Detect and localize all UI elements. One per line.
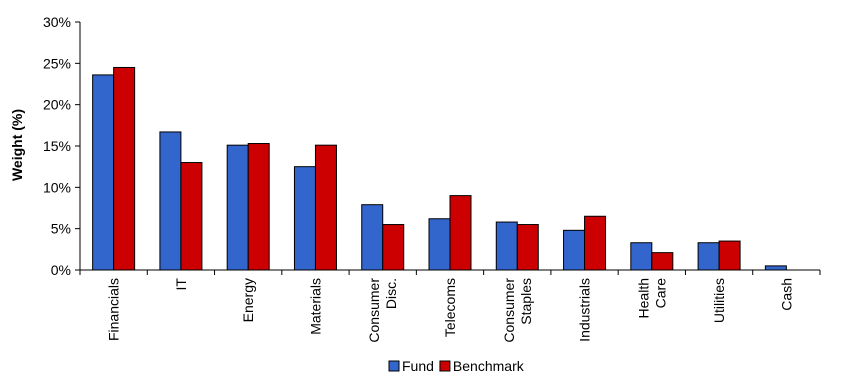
x-category-label: HealthCare [635, 278, 668, 319]
x-category-label: Industrials [577, 278, 593, 342]
legend-swatch-benchmark [439, 360, 451, 372]
x-category-label: Financials [106, 278, 122, 341]
bar-fund [563, 229, 586, 271]
x-axis: Financials IT Energy Materials ConsumerDisc.… [79, 269, 821, 343]
x-category-label: Telecoms [442, 278, 458, 337]
y-tick-label: 25% [43, 55, 71, 71]
bar-fund [630, 242, 653, 271]
y-tick-label: 0% [51, 262, 71, 278]
bar-benchmark [180, 162, 203, 271]
bar-benchmark [314, 144, 337, 271]
y-tick-label: 15% [43, 138, 71, 154]
bar-fund [764, 265, 787, 271]
bar-fund [428, 218, 451, 271]
bar-benchmark [584, 215, 607, 271]
legend-label-fund: Fund [402, 358, 434, 374]
y-tick-label: 5% [51, 221, 71, 237]
bar-fund [361, 204, 384, 271]
bar-fund [293, 166, 316, 271]
legend-label-benchmark: Benchmark [453, 358, 525, 374]
legend-swatch-fund [388, 360, 400, 372]
y-axis: 0% 5% 10% 15% 20% 25% 30% [43, 14, 81, 278]
bar-benchmark [449, 195, 472, 271]
bar-fund [495, 221, 518, 271]
x-category-label: Energy [240, 278, 256, 322]
bar-fund [226, 144, 249, 271]
bar-fund [92, 74, 115, 271]
x-category-label: ConsumerDisc. [366, 278, 399, 343]
x-category-label: Cash [778, 278, 794, 311]
legend: Fund Benchmark [388, 358, 525, 374]
bar-benchmark [113, 66, 136, 271]
bar-benchmark [651, 252, 674, 271]
bar-benchmark [382, 224, 405, 271]
bar-fund [159, 131, 182, 271]
bar-benchmark [718, 240, 741, 271]
y-tick-label: 30% [43, 14, 71, 30]
x-category-label: ConsumerStaples [501, 278, 534, 343]
x-category-label: Materials [307, 278, 323, 335]
bars [92, 66, 787, 271]
y-tick-label: 20% [43, 97, 71, 113]
y-tick-label: 10% [43, 179, 71, 195]
bar-fund [697, 242, 720, 271]
x-category-label: IT [173, 278, 189, 291]
y-axis-title: Weight (%) [9, 109, 25, 181]
x-category-label: Utilities [711, 278, 727, 323]
bar-benchmark [516, 224, 539, 271]
bar-benchmark [247, 143, 270, 271]
